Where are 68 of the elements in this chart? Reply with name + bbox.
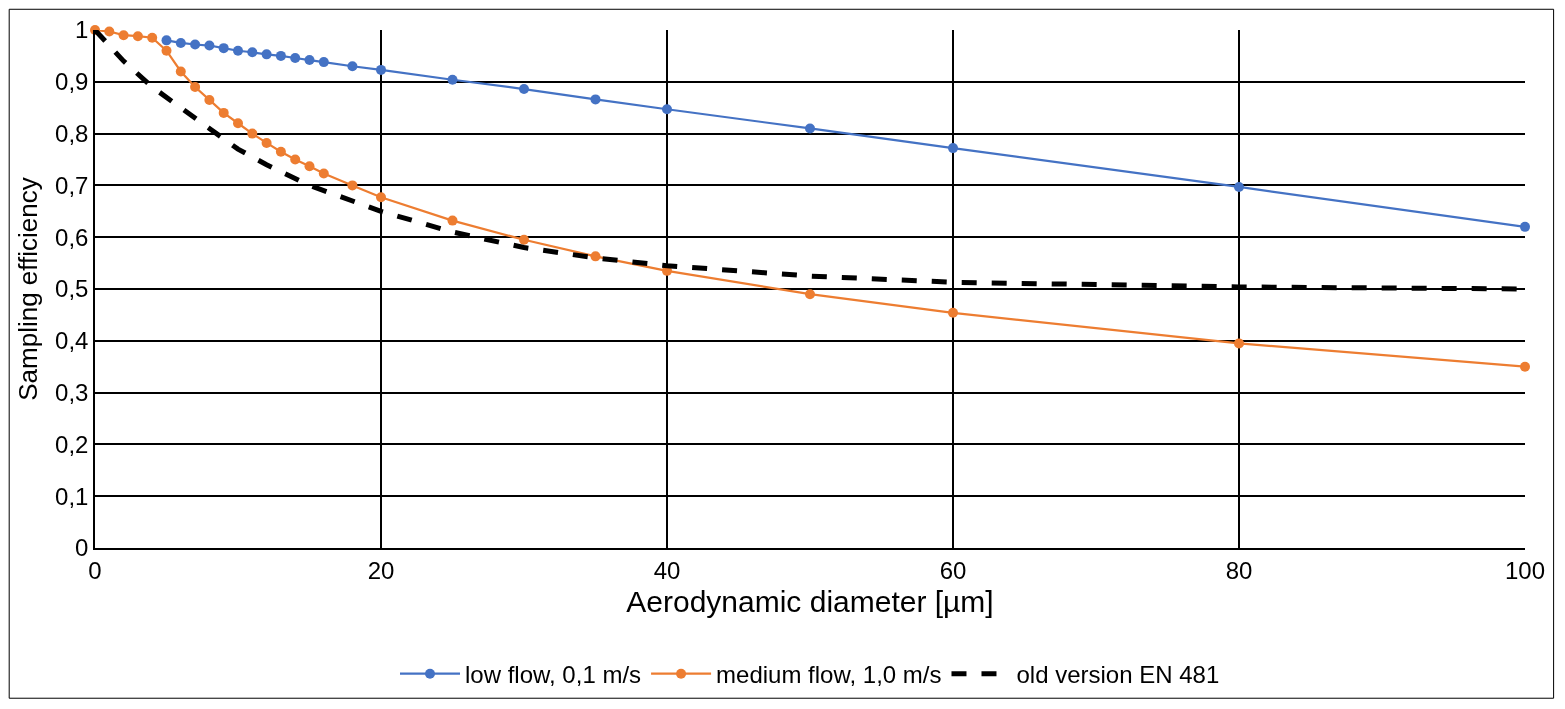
point bbox=[590, 94, 601, 105]
point bbox=[318, 168, 329, 179]
point bbox=[233, 118, 243, 129]
point bbox=[1234, 181, 1244, 192]
point bbox=[275, 146, 286, 157]
point bbox=[290, 52, 301, 63]
point bbox=[204, 94, 215, 105]
point bbox=[447, 74, 458, 85]
point bbox=[805, 123, 815, 134]
point bbox=[948, 307, 958, 318]
point bbox=[304, 161, 315, 172]
point bbox=[318, 57, 329, 68]
legend-label: old version EN 481 bbox=[1016, 661, 1220, 689]
point bbox=[118, 30, 129, 41]
x-tick-label: 20 bbox=[367, 556, 395, 584]
point bbox=[805, 289, 815, 300]
point bbox=[304, 55, 315, 66]
point bbox=[175, 37, 186, 48]
point bbox=[376, 64, 386, 75]
point bbox=[247, 128, 258, 139]
y-tick-label: 0 bbox=[75, 534, 89, 562]
point bbox=[204, 40, 215, 51]
x-tick-label: 100 bbox=[1504, 556, 1546, 584]
point bbox=[233, 45, 243, 56]
point bbox=[519, 84, 529, 95]
point bbox=[218, 107, 229, 118]
point bbox=[1520, 221, 1530, 232]
point bbox=[147, 32, 158, 43]
y-tick-label: 0,5 bbox=[55, 275, 89, 303]
x-tick-label: 80 bbox=[1225, 556, 1253, 584]
point bbox=[161, 45, 172, 56]
x-axis-title: Aerodynamic diameter [µm] bbox=[626, 584, 994, 618]
y-tick-label: 0,3 bbox=[55, 379, 89, 406]
point bbox=[290, 154, 301, 165]
point bbox=[190, 81, 201, 92]
point bbox=[948, 143, 958, 154]
x-tick-label: 40 bbox=[653, 556, 681, 584]
point bbox=[275, 50, 286, 61]
point bbox=[104, 26, 115, 37]
point bbox=[1234, 338, 1244, 349]
point bbox=[590, 251, 601, 262]
x-tick-label: 60 bbox=[939, 556, 967, 584]
point bbox=[247, 47, 258, 58]
point bbox=[662, 104, 672, 115]
point bbox=[376, 192, 386, 203]
y-tick-label: 0,8 bbox=[55, 120, 89, 147]
point bbox=[261, 49, 272, 60]
point bbox=[1520, 361, 1530, 372]
point bbox=[347, 180, 358, 191]
y-tick-label: 0,2 bbox=[55, 430, 89, 458]
point bbox=[261, 137, 272, 148]
y-tick-label: 0,4 bbox=[55, 327, 89, 355]
point bbox=[447, 215, 458, 226]
point bbox=[519, 234, 529, 245]
point bbox=[132, 31, 143, 42]
point bbox=[161, 35, 172, 46]
point bbox=[347, 61, 358, 72]
point bbox=[218, 43, 229, 54]
y-tick-label: 0,9 bbox=[55, 68, 89, 96]
point bbox=[175, 66, 186, 77]
point bbox=[190, 39, 201, 50]
legend-label: low flow, 0,1 m/s bbox=[465, 661, 642, 689]
y-tick-label: 0,1 bbox=[55, 482, 89, 510]
y-tick-label: 1 bbox=[75, 16, 89, 44]
y-tick-label: 0,6 bbox=[55, 223, 89, 251]
y-tick-label: 0,7 bbox=[55, 171, 89, 199]
legend-label: medium flow, 1,0 m/s bbox=[716, 661, 942, 689]
y-axis-title: Sampling efficiency bbox=[12, 177, 43, 401]
